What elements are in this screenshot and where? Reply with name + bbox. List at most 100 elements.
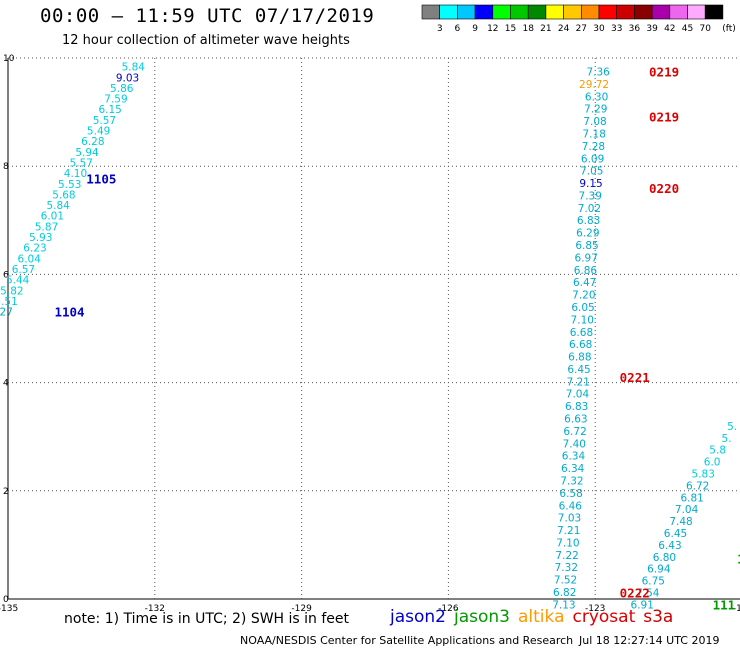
satellite-legend: jason2 jason3 altika cryosat s3a: [390, 607, 681, 627]
wave-height-value: 5.84: [46, 200, 70, 212]
colorbar-swatch: [704, 4, 724, 20]
colorbar-label: 42: [664, 24, 675, 34]
legend-cryosat: cryosat: [572, 607, 636, 627]
colorbar-label: 18: [522, 24, 534, 34]
colorbar-label: 45: [682, 24, 693, 34]
wave-height-value: 7.04: [566, 389, 590, 401]
wave-height-value: 6.01: [41, 211, 64, 223]
wave-height-value: 7.39: [579, 190, 602, 202]
legend-altika: altika: [518, 607, 565, 627]
wave-height-value: 6.45: [664, 528, 687, 540]
wave-height-value: 6.28: [81, 136, 104, 148]
pass-time-label: 1: [737, 551, 740, 566]
wave-height-value: 6.85: [575, 240, 598, 252]
wave-height-value: 7.05: [580, 166, 603, 178]
wave-height-value: 6.34: [561, 463, 585, 475]
wave-height-value: 6.29: [576, 228, 599, 240]
wave-height-value: 7.10: [556, 537, 579, 549]
pass-time-label: 1105: [86, 172, 116, 187]
wave-height-value: 5.68: [52, 189, 75, 201]
legend-jason2: jason2: [390, 607, 446, 627]
colorbar-label: 33: [611, 24, 622, 34]
colorbar-label: 9: [472, 24, 478, 34]
wave-height-value: 7.59: [104, 94, 127, 106]
colorbar-label: 3: [437, 24, 443, 34]
y-tick-label: 2: [3, 487, 9, 497]
y-tick-label: 4: [3, 379, 9, 389]
wave-height-value: 6.47: [573, 277, 596, 289]
y-tick-label: 10: [3, 54, 15, 64]
legend-jason3: jason3: [454, 607, 510, 627]
generated-timestamp: Jul 18 12:27:14 UTC 2019: [579, 634, 720, 647]
y-tick-label: 8: [3, 162, 9, 172]
wave-height-value: 6.63: [564, 414, 587, 426]
x-tick-label: -135: [0, 604, 18, 614]
wave-height-colorbar: 3 6 9 12 15 18 21 24 27 30 33 36 39 42 45 70 (ft): [421, 4, 736, 34]
wave-height-value: 6.58: [559, 488, 582, 500]
wave-height-value: 7.10: [571, 314, 594, 326]
wave-height-value: 5.82: [0, 285, 23, 297]
wave-height-value: 6.04: [18, 253, 42, 265]
note-text: note: 1) Time is in UTC; 2) SWH is in fe…: [64, 611, 350, 627]
wave-height-value: 7.28: [582, 141, 605, 153]
wave-height-value: 5.53: [58, 179, 81, 191]
wave-height-value: 6.72: [686, 480, 709, 492]
wave-height-value: 7.08: [583, 116, 606, 128]
wave-height-value: 5.57: [93, 115, 116, 127]
colorbar-label: 15: [505, 24, 516, 34]
colorbar-label: 30: [593, 24, 605, 34]
y-tick-label: 0: [3, 595, 9, 605]
wave-height-value: 5.8: [709, 445, 726, 457]
wave-height-value: 7.20: [572, 290, 595, 302]
wave-height-value: 7.02: [578, 203, 601, 215]
legend-s3a: s3a: [643, 607, 674, 627]
wave-height-value: 6.27: [0, 307, 13, 319]
wave-height-value: 7.52: [554, 575, 577, 587]
wave-height-value: 7.40: [563, 438, 586, 450]
wave-height-value: 7.29: [584, 104, 607, 116]
wave-height-value: 6.0: [704, 457, 721, 469]
pass-time-label: 0221: [620, 370, 650, 385]
wave-height-value: 6.83: [577, 215, 600, 227]
y-tick-label: 6: [3, 270, 9, 280]
colorbar-unit: (ft): [722, 24, 736, 34]
colorbar-label: 12: [487, 24, 498, 34]
wave-height-value: 6.09: [581, 153, 604, 165]
wave-height-value: 7.21: [557, 525, 580, 537]
wave-height-value: 6.15: [98, 104, 121, 116]
wave-height-value: 7.54: [636, 588, 660, 600]
wave-height-value: 6.88: [568, 352, 591, 364]
wave-height-value: 5.93: [29, 232, 52, 244]
wave-height-value: 29.72: [579, 79, 609, 91]
x-tick-label: -12(: [733, 604, 740, 614]
pass-time-label: 0219: [649, 109, 679, 124]
wave-height-value: 7.21: [567, 376, 590, 388]
wave-height-value: 6.23: [23, 243, 46, 255]
chart-subtitle: 12 hour collection of altimeter wave hei…: [62, 33, 350, 48]
wave-height-value: 6.81: [680, 492, 703, 504]
wave-height-value: 5.87: [35, 221, 58, 233]
colorbar-label: 70: [699, 24, 711, 34]
wave-height-value: 5.49: [87, 126, 110, 138]
wave-height-value: 5.94: [75, 147, 99, 159]
wave-height-value: 5.: [727, 421, 737, 433]
credit-text: NOAA/NESDIS Center for Satellite Applica…: [240, 634, 574, 647]
pass-time-label: 1104: [54, 305, 84, 320]
wave-height-value: 9.15: [579, 178, 602, 190]
wave-height-value: 5.51: [0, 296, 18, 308]
x-tick-label: -126: [438, 604, 459, 614]
wave-height-value: 6.75: [642, 576, 665, 588]
pass-time-label: 0222: [620, 586, 650, 601]
x-tick-label: -129: [291, 604, 312, 614]
wave-height-value: 7.03: [558, 513, 581, 525]
wave-height-value: 7.48: [669, 516, 692, 528]
wave-height-value: 7.18: [583, 128, 606, 140]
wave-height-value: 6.57: [12, 264, 35, 276]
colorbar-label: 36: [629, 24, 641, 34]
colorbar-label: 27: [576, 24, 587, 34]
pass-time-label: 0220: [649, 181, 679, 196]
wave-height-value: 6.45: [567, 364, 590, 376]
wave-height-value: 7.04: [675, 504, 699, 516]
wave-height-value: 7.13: [552, 599, 575, 611]
wave-height-value: 5.57: [70, 157, 93, 169]
